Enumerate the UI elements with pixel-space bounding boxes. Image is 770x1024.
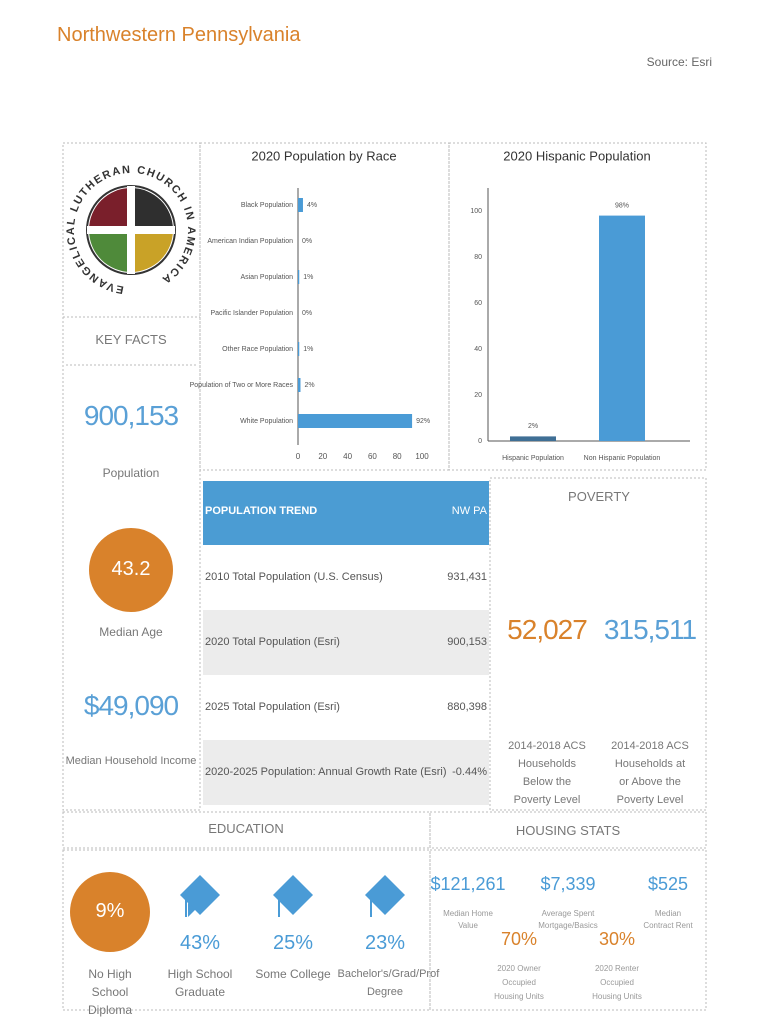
y-tick-label: 20	[474, 392, 482, 399]
fact-value: $49,090	[83, 690, 179, 721]
housing-value: $7,339	[540, 874, 596, 894]
value-label: 92%	[416, 418, 430, 425]
fact-label: Median Household Income	[65, 755, 197, 767]
x-tick-label: 100	[415, 452, 429, 461]
housing-value: 70%	[500, 929, 538, 949]
bar	[298, 414, 413, 428]
table-cell: 2010 Total Population (U.S. Census)	[205, 571, 383, 583]
table-cell: 931,431	[447, 571, 487, 583]
value-label: 0%	[302, 238, 312, 245]
fact-label: Median Age	[99, 625, 163, 639]
edu-value: 23%	[364, 932, 406, 954]
edu-circle	[70, 872, 150, 952]
bar	[298, 378, 301, 392]
table-cell: 880,398	[447, 701, 487, 713]
edu-label: Bachelor's/Grad/Prof Degree	[337, 968, 440, 998]
section-title: HOUSING STATS	[515, 823, 621, 838]
caps	[180, 875, 405, 917]
edu-value: 9%	[95, 900, 125, 922]
value-label: 0%	[302, 310, 312, 317]
poverty-label: 2014-2018 ACS Households at or Above the…	[611, 740, 689, 806]
frames	[62, 142, 707, 1011]
x-tick-label: 0	[296, 452, 301, 461]
section-title: EDUCATION	[208, 821, 284, 836]
y-tick-label: 40	[474, 346, 482, 353]
x-tick-label: 80	[393, 452, 402, 461]
housing-label: Median Home Value	[443, 909, 493, 930]
x-tick-label: 60	[368, 452, 377, 461]
age-circle	[89, 528, 173, 612]
category-label: White Population	[240, 418, 293, 425]
edu-label: No High School Diploma	[87, 967, 132, 1017]
category-label: Population of Two or More Races	[190, 382, 294, 389]
table-header: POPULATION TREND	[205, 505, 318, 517]
edu-label: Some College	[255, 967, 331, 981]
housing-label: Average Spent Mortgage/Basics	[538, 909, 598, 930]
housing-value: 30%	[598, 929, 636, 949]
poverty-label: 2014-2018 ACS Households Below the Pover…	[508, 740, 586, 806]
chart-title: 2020 Hispanic Population	[503, 148, 650, 163]
category-label: Pacific Islander Population	[211, 310, 294, 317]
bar	[298, 198, 303, 212]
category-label: Black Population	[241, 202, 293, 209]
category-label: Non Hispanic Population	[584, 455, 661, 462]
value-label: 2%	[528, 423, 538, 430]
edu-value: 25%	[272, 932, 314, 954]
value-label: 4%	[307, 202, 317, 209]
bar	[298, 270, 300, 284]
chart-title: 2020 Population by Race	[251, 148, 396, 163]
logo: EVANGELICAL LUTHERAN CHURCH IN AMERICA	[65, 164, 195, 296]
housing-label: 2020 Owner Occupied Housing Units	[494, 964, 544, 1001]
edu-value: 43%	[179, 932, 221, 954]
table-cell: -0.44%	[452, 766, 487, 778]
housing-value: $525	[647, 874, 689, 894]
table-cell: 2025 Total Population (Esri)	[205, 701, 340, 713]
x-tick-label: 20	[318, 452, 327, 461]
bar	[599, 215, 645, 441]
section-title: KEY FACTS	[95, 332, 167, 347]
bar	[298, 342, 300, 356]
edu-label: High School Graduate	[167, 967, 233, 999]
fact-value: 900,153	[83, 400, 179, 431]
value-label: 1%	[303, 346, 313, 353]
y-tick-label: 80	[474, 254, 482, 261]
row-bg	[203, 740, 489, 805]
y-tick-label: 0	[478, 438, 482, 445]
fact-value: 43.2	[111, 558, 151, 580]
category-label: Hispanic Population	[502, 455, 564, 462]
poverty-value: 52,027	[507, 614, 588, 645]
category-label: Asian Population	[240, 274, 293, 281]
bar	[510, 436, 556, 441]
table-header: NW PA	[451, 505, 487, 517]
value-label: 2%	[304, 382, 314, 389]
row-bg	[203, 610, 489, 675]
housing-value: $121,261	[430, 874, 506, 894]
value-label: 98%	[615, 202, 629, 209]
y-tick-label: 60	[474, 300, 482, 307]
housing-label: 2020 Renter Occupied Housing Units	[592, 964, 642, 1001]
category-label: American Indian Population	[207, 238, 293, 245]
category-label: Other Race Population	[222, 346, 293, 353]
fact-label: Population	[102, 466, 160, 480]
poverty-value: 315,511	[603, 614, 697, 645]
table-cell: 2020-2025 Population: Annual Growth Rate…	[205, 766, 447, 778]
source: Source: Esri	[646, 55, 712, 69]
table-header-bg	[203, 481, 489, 545]
section-title: POVERTY	[568, 489, 630, 504]
x-tick-label: 40	[343, 452, 352, 461]
table-cell: 900,153	[447, 636, 487, 648]
title: Northwestern Pennsylvania	[57, 24, 301, 46]
table-cell: 2020 Total Population (Esri)	[205, 636, 340, 648]
y-tick-label: 100	[470, 208, 482, 215]
housing-label: Median Contract Rent	[643, 909, 693, 930]
value-label: 1%	[303, 274, 313, 281]
